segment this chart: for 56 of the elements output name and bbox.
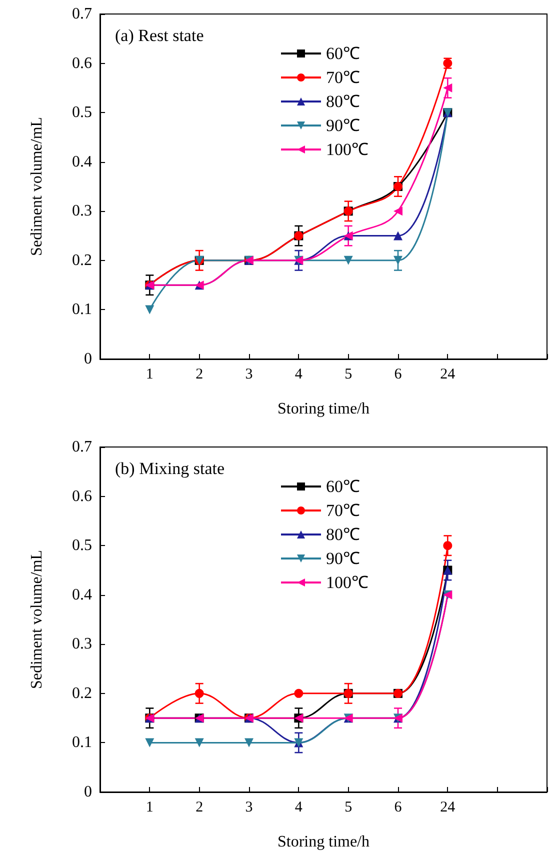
y-tick-label: 0.7	[72, 438, 92, 456]
y-tick-label: 0.7	[72, 6, 92, 22]
x-tick-label: 24	[440, 800, 456, 816]
legend-label: 100℃	[326, 573, 368, 592]
y-tick-label: 0.5	[72, 537, 92, 554]
y-tick-label: 0.1	[72, 734, 92, 752]
y-tick-label: 0.6	[72, 488, 92, 505]
point	[194, 738, 204, 748]
legend-label: 70℃	[326, 68, 360, 87]
point	[244, 738, 254, 748]
x-tick-label: 3	[245, 366, 253, 382]
x-tick-label: 1	[146, 366, 154, 382]
text: (a) Rest state	[115, 26, 204, 45]
y-tick-label: 0	[84, 784, 92, 800]
x-tick-label: 5	[344, 366, 352, 382]
x-tick-label: 3	[245, 800, 253, 816]
x-tick-label: 2	[196, 366, 204, 382]
y-tick-label: 0	[84, 350, 92, 368]
y-tick-label: 0.4	[72, 153, 92, 170]
x-axis-title: Storing time/h	[278, 834, 370, 850]
legend-label: 90℃	[326, 549, 360, 568]
x-tick-label: 4	[294, 800, 303, 816]
x-tick-label: 2	[196, 800, 204, 816]
legend-label: 90℃	[326, 116, 360, 135]
x-tick-label: 6	[394, 800, 402, 816]
y-axis-title: Sediment volume/mL	[28, 550, 46, 690]
x-tick-label: 5	[344, 800, 352, 816]
point	[394, 256, 402, 265]
legend-label: 60℃	[326, 477, 360, 496]
point	[145, 305, 154, 314]
y-tick-label: 0.2	[72, 252, 92, 269]
x-tick-label: 1	[146, 800, 154, 816]
y-tick-label: 0.5	[72, 104, 92, 122]
text: (b) Mixing state	[115, 459, 225, 478]
point	[394, 231, 402, 240]
y-tick-label: 0.3	[72, 636, 92, 653]
point	[443, 541, 452, 550]
legend-label: 70℃	[326, 501, 360, 520]
y-tick-label: 0.2	[72, 684, 92, 702]
point	[294, 688, 304, 698]
point	[145, 738, 154, 748]
x-tick-label: 6	[394, 366, 402, 382]
point	[194, 688, 204, 698]
y-tick-label: 0.6	[72, 54, 92, 72]
legend-label: 60℃	[326, 44, 360, 63]
legend-label: 80℃	[326, 525, 360, 544]
point	[344, 256, 353, 265]
x-axis-title: Storing time/h	[278, 400, 370, 418]
y-axis-title: Sediment volume/mL	[28, 116, 46, 256]
x-tick-label: 24	[440, 366, 456, 382]
legend-label: 80℃	[326, 92, 360, 111]
y-tick-label: 0.4	[72, 586, 92, 604]
x-tick-label: 4	[294, 366, 303, 382]
y-tick-label: 0.3	[72, 202, 92, 220]
y-tick-label: 0.1	[72, 301, 92, 318]
legend-label: 100℃	[326, 140, 368, 159]
